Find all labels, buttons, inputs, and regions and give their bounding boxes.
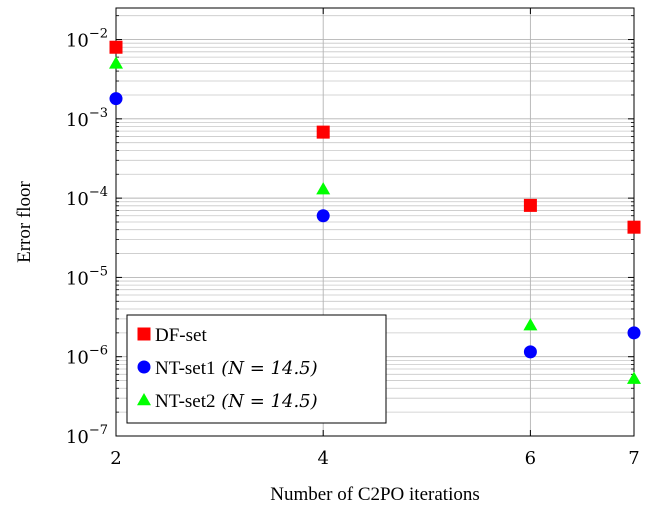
y-tick-label: 10−3 bbox=[66, 106, 108, 131]
y-tick-label: 10−2 bbox=[66, 27, 108, 52]
legend-marker bbox=[137, 393, 151, 406]
legend-label: DF-set bbox=[155, 325, 207, 346]
data-point bbox=[627, 220, 641, 234]
legend-box bbox=[126, 314, 387, 424]
marks-layer bbox=[109, 40, 641, 384]
legend-marker bbox=[137, 360, 151, 374]
data-point bbox=[316, 125, 330, 139]
legend-entry: NT-set1 (N = 14.5) bbox=[137, 358, 318, 379]
y-tick-label: 10−7 bbox=[66, 423, 108, 448]
data-point bbox=[627, 326, 641, 340]
x-tick-label: 7 bbox=[628, 448, 639, 469]
legend: DF-set NT-set1 (N = 14.5) NT-set2 (N = 14.… bbox=[126, 314, 387, 424]
legend-marker bbox=[137, 327, 151, 341]
data-point bbox=[523, 318, 538, 331]
y-tick-label: 10−4 bbox=[66, 185, 108, 210]
data-point bbox=[109, 40, 123, 54]
x-axis-label: Number of C2PO iterations bbox=[270, 484, 480, 505]
data-point bbox=[523, 198, 537, 212]
series-df-set bbox=[109, 40, 641, 234]
tick-layer: 10−7 10−6 10−5 10−4 10−3 10−2 2 4 6 7 bbox=[66, 8, 640, 469]
x-tick-label: 4 bbox=[317, 448, 328, 469]
data-point bbox=[523, 345, 537, 359]
y-axis-label: Error floor bbox=[14, 180, 35, 262]
legend-entry: NT-set2 (N = 14.5) bbox=[137, 391, 318, 412]
series-nt-set2 bbox=[109, 56, 641, 384]
legend-label: NT-set2 (N = 14.5) bbox=[155, 391, 318, 412]
data-point bbox=[316, 209, 330, 223]
y-tick-label: 10−6 bbox=[66, 344, 108, 369]
legend-entries: DF-set NT-set1 (N = 14.5) NT-set2 (N = 14.… bbox=[137, 325, 318, 412]
legend-label: NT-set1 (N = 14.5) bbox=[155, 358, 318, 379]
data-point bbox=[316, 182, 331, 195]
series-nt-set1 bbox=[109, 92, 641, 359]
y-tick-label: 10−5 bbox=[66, 264, 108, 289]
data-point bbox=[109, 56, 123, 69]
data-point bbox=[627, 371, 641, 384]
legend-entry: DF-set bbox=[137, 325, 207, 346]
x-tick-label: 2 bbox=[110, 448, 121, 469]
data-point bbox=[109, 92, 123, 106]
x-tick-label: 6 bbox=[525, 448, 536, 469]
